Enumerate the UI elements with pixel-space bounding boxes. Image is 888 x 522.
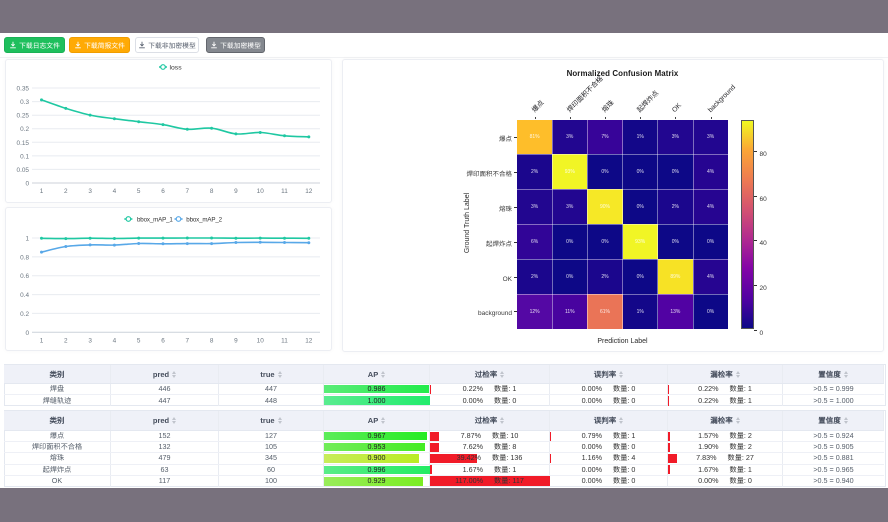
svg-text:6: 6	[161, 337, 165, 344]
svg-text:12: 12	[305, 188, 313, 195]
svg-text:2: 2	[64, 188, 68, 195]
svg-text:0.05: 0.05	[17, 167, 30, 174]
svg-text:5: 5	[137, 188, 141, 195]
svg-text:1: 1	[40, 337, 44, 344]
svg-text:0.1: 0.1	[20, 153, 29, 160]
svg-text:11: 11	[281, 188, 288, 195]
svg-text:0.8: 0.8	[20, 254, 29, 261]
svg-text:10: 10	[257, 188, 265, 195]
svg-text:bbox_mAP_1: bbox_mAP_1	[137, 216, 173, 223]
svg-text:0.6: 0.6	[20, 273, 29, 280]
svg-text:11: 11	[281, 337, 288, 344]
svg-text:0.2: 0.2	[20, 311, 29, 318]
svg-text:0.4: 0.4	[20, 292, 29, 299]
svg-text:9: 9	[234, 188, 238, 195]
svg-text:4: 4	[113, 188, 117, 195]
svg-text:4: 4	[113, 337, 117, 344]
svg-text:0: 0	[25, 181, 29, 188]
svg-text:6: 6	[161, 188, 165, 195]
svg-text:0.2: 0.2	[20, 126, 29, 133]
svg-text:0.25: 0.25	[17, 113, 30, 120]
svg-text:8: 8	[210, 337, 214, 344]
svg-text:9: 9	[234, 337, 238, 344]
svg-text:0.3: 0.3	[20, 99, 29, 106]
svg-text:8: 8	[210, 188, 214, 195]
svg-text:0.15: 0.15	[17, 140, 30, 147]
svg-text:10: 10	[257, 337, 265, 344]
svg-text:7: 7	[186, 337, 190, 344]
svg-text:1: 1	[40, 188, 44, 195]
svg-text:1: 1	[25, 236, 29, 243]
svg-text:12: 12	[305, 337, 313, 344]
svg-text:loss: loss	[170, 64, 183, 71]
svg-text:bbox_mAP_2: bbox_mAP_2	[186, 216, 222, 223]
svg-text:3: 3	[88, 188, 92, 195]
svg-text:7: 7	[186, 188, 190, 195]
svg-text:2: 2	[64, 337, 68, 344]
svg-text:0.35: 0.35	[17, 86, 30, 93]
svg-text:0: 0	[25, 330, 29, 337]
svg-text:3: 3	[88, 337, 92, 344]
svg-text:5: 5	[137, 337, 141, 344]
